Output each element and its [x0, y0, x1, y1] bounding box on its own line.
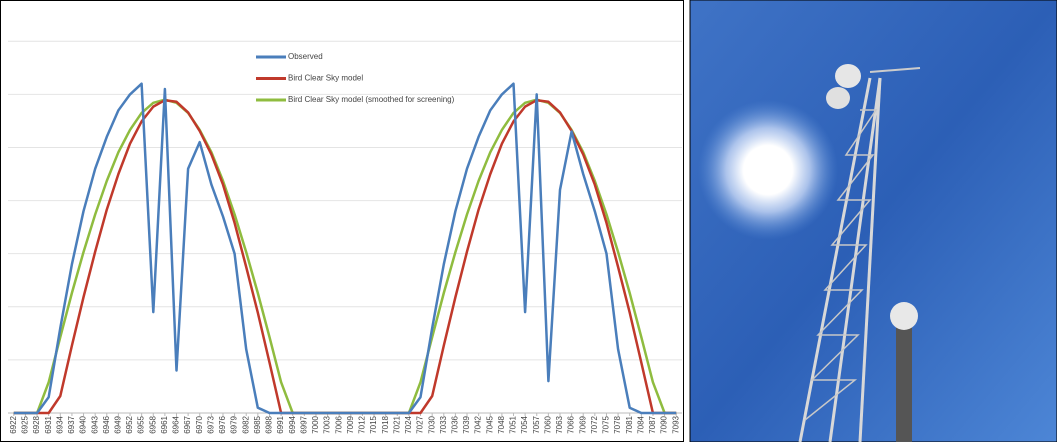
- x-tick-label: 6961: [160, 415, 169, 433]
- x-tick-label: 7009: [346, 415, 355, 433]
- x-tick-label: 7027: [416, 415, 425, 433]
- x-tick-label: 7039: [462, 415, 471, 433]
- x-tick-label: 6985: [253, 415, 262, 433]
- x-tick-label: 7054: [520, 415, 529, 433]
- x-tick-label: 6958: [148, 415, 157, 433]
- x-tick-label: 7036: [451, 415, 460, 433]
- x-tick-label: 6988: [265, 415, 274, 433]
- x-tick-label: 6940: [79, 415, 88, 433]
- x-tick-label: 6928: [32, 415, 41, 433]
- photo: [690, 0, 1057, 442]
- x-tick-label: 7072: [590, 415, 599, 433]
- page: 6922692569286931693469376940694369466949…: [0, 0, 1057, 442]
- x-tick-label: 7081: [625, 415, 634, 433]
- x-tick-label: 7075: [602, 415, 611, 433]
- legend-label: Observed: [288, 52, 323, 61]
- legend-label: Bird Clear Sky model (smoothed for scree…: [288, 95, 455, 104]
- x-tick-label: 6949: [114, 415, 123, 433]
- x-tick-label: 7051: [509, 415, 518, 433]
- x-tick-label: 6952: [125, 415, 134, 433]
- legend-label: Bird Clear Sky model: [288, 74, 363, 83]
- x-tick-label: 7069: [578, 415, 587, 433]
- x-tick-label: 7066: [567, 415, 576, 433]
- x-tick-label: 6955: [137, 415, 146, 433]
- x-tick-label: 7024: [404, 415, 413, 433]
- x-tick-label: 6937: [67, 415, 76, 433]
- x-tick-label: 6943: [90, 415, 99, 433]
- x-tick-label: 7057: [532, 415, 541, 433]
- x-tick-label: 6922: [9, 415, 18, 433]
- x-tick-label: 6973: [206, 415, 215, 433]
- x-tick-label: 6970: [195, 415, 204, 433]
- x-tick-label: 7006: [334, 415, 343, 433]
- x-tick-label: 6946: [102, 415, 111, 433]
- x-tick-label: 7012: [358, 415, 367, 433]
- x-tick-label: 7084: [636, 415, 645, 433]
- x-tick-label: 6967: [183, 415, 192, 433]
- x-tick-label: 7018: [381, 415, 390, 433]
- x-tick-label: 7060: [543, 415, 552, 433]
- x-tick-label: 6997: [299, 415, 308, 433]
- x-tick-label: 7030: [427, 415, 436, 433]
- x-tick-label: 6994: [288, 415, 297, 433]
- x-tick-label: 6976: [218, 415, 227, 433]
- x-tick-label: 6964: [172, 415, 181, 433]
- x-tick-label: 7045: [485, 415, 494, 433]
- x-tick-label: 7078: [613, 415, 622, 433]
- x-tick-label: 6991: [276, 415, 285, 433]
- chart: 6922692569286931693469376940694369466949…: [0, 0, 1057, 442]
- x-tick-label: 6931: [44, 415, 53, 433]
- x-tick-label: 6982: [241, 415, 250, 433]
- x-tick-label: 7063: [555, 415, 564, 433]
- x-tick-label: 6934: [55, 415, 64, 433]
- x-tick-label: 7003: [323, 415, 332, 433]
- x-tick-label: 7033: [439, 415, 448, 433]
- x-tick-label: 7042: [474, 415, 483, 433]
- x-tick-label: 6979: [230, 415, 239, 433]
- x-tick-label: 7015: [369, 415, 378, 433]
- x-tick-label: 7087: [648, 415, 657, 433]
- x-tick-label: 6925: [21, 415, 30, 433]
- x-tick-label: 7021: [392, 415, 401, 433]
- x-tick-label: 7000: [311, 415, 320, 433]
- x-tick-label: 7090: [660, 415, 669, 433]
- x-tick-label: 7048: [497, 415, 506, 433]
- x-tick-label: 7093: [671, 415, 680, 433]
